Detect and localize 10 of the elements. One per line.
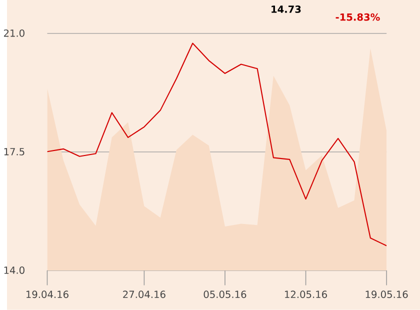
text: -15.83%: [336, 13, 380, 21]
y-tick-label: 14.0: [4, 266, 24, 274]
text: 14.73: [272, 6, 301, 14]
y-tick-label: 17.5: [4, 148, 24, 156]
x-tick-label: 12.05.16: [285, 290, 327, 298]
y-tick-label: 21.0: [4, 30, 24, 37]
x-tick-label: 19.04.16: [26, 290, 68, 298]
x-tick-label: 27.04.16: [123, 290, 166, 298]
x-tick-label: 19.05.16: [366, 290, 408, 298]
x-tick-label: 05.05.16: [204, 290, 246, 298]
